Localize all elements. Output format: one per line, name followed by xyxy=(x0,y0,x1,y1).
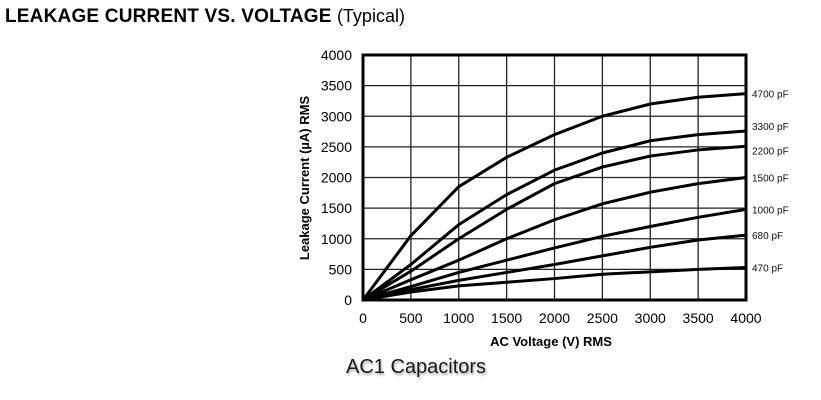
y-tick-label: 2000 xyxy=(321,170,352,186)
plot-frame xyxy=(361,53,748,302)
y-tick-label: 2500 xyxy=(321,139,352,155)
caption-ac1-capacitors: AC1 Capacitors xyxy=(346,356,487,378)
chart-title-suffix: (Typical) xyxy=(336,6,405,26)
series-label: 470 pF xyxy=(752,264,783,275)
series-label: 1500 pF xyxy=(752,174,789,185)
y-tick-label: 1500 xyxy=(321,200,352,216)
series-label: 1000 pF xyxy=(752,205,789,216)
x-tick-label: 4000 xyxy=(730,310,761,326)
chart-title-main: LEAKAGE CURRENT VS. VOLTAGE xyxy=(5,6,332,27)
series-line-1500pf xyxy=(362,176,747,302)
x-tick-label: 1500 xyxy=(491,310,522,326)
series-line-470pf xyxy=(362,266,747,302)
series-label: 4700 pF xyxy=(752,90,789,101)
chart-title: LEAKAGE CURRENT VS. VOLTAGE (Typical) xyxy=(5,6,405,28)
x-tick-label: 3500 xyxy=(683,310,714,326)
y-tick-label: 3000 xyxy=(321,108,352,124)
series-label: 680 pF xyxy=(752,231,783,242)
x-axis-label: AC Voltage (V) RMS xyxy=(490,334,612,349)
series-line-1000pf xyxy=(362,207,747,302)
series-line-3300pf xyxy=(362,129,747,302)
y-tick-label: 1000 xyxy=(321,231,352,247)
x-tick-label: 1000 xyxy=(443,310,474,326)
series-label: 2200 pF xyxy=(752,146,789,157)
y-axis-label: Leakage Current (µA) RMS xyxy=(297,96,312,261)
x-tick-label: 0 xyxy=(359,310,367,326)
x-tick-label: 2000 xyxy=(539,310,570,326)
y-tick-label: 3500 xyxy=(321,78,352,94)
y-tick-label: 0 xyxy=(344,292,352,308)
x-axis-ticks: 0 500 1000 1500 2000 2500 3000 3500 4000 xyxy=(359,310,762,326)
series-line-4700pf xyxy=(361,92,747,301)
y-tick-label: 4000 xyxy=(321,47,352,63)
series-label: 3300 pF xyxy=(752,122,789,133)
x-tick-label: 3000 xyxy=(635,310,666,326)
y-tick-label: 500 xyxy=(329,261,353,277)
chart-series xyxy=(361,92,747,302)
x-tick-label: 500 xyxy=(399,310,423,326)
y-axis-ticks: 0 500 1000 1500 2000 2500 3000 3500 4000 xyxy=(321,47,352,308)
series-line-2200pf xyxy=(362,144,747,302)
x-tick-label: 2500 xyxy=(587,310,618,326)
series-line-680pf xyxy=(362,233,747,302)
series-labels: 4700 pF 3300 pF 2200 pF 1500 pF 1000 pF 680 p… xyxy=(752,90,789,275)
